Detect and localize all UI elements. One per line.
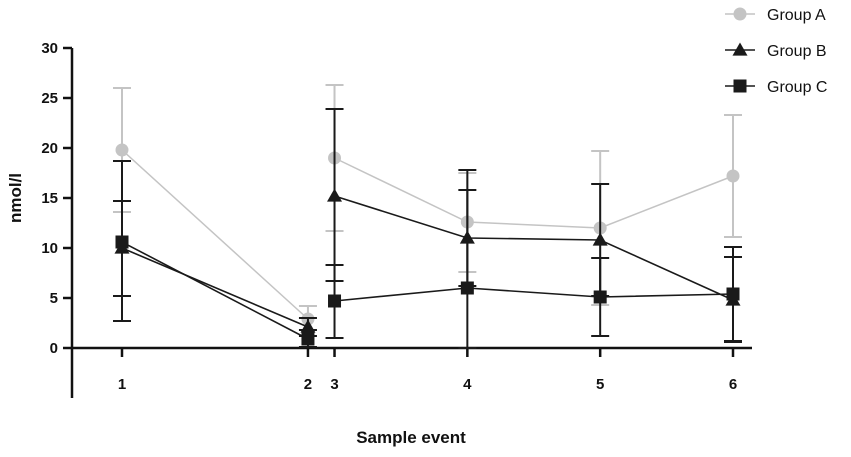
series-line bbox=[121, 247, 309, 328]
y-axis-title: nmol/l bbox=[6, 173, 25, 223]
data-point bbox=[301, 332, 315, 346]
series-line bbox=[121, 241, 309, 340]
y-tick-label: 15 bbox=[41, 190, 58, 207]
legend-item: Group C bbox=[725, 79, 827, 96]
x-axis-title: Sample event bbox=[356, 428, 466, 447]
data-point bbox=[115, 143, 129, 157]
data-point bbox=[726, 169, 740, 183]
series-group-b bbox=[113, 108, 742, 343]
data-point bbox=[592, 232, 608, 246]
data-point bbox=[328, 294, 342, 308]
x-tick-label: 1 bbox=[118, 376, 126, 393]
data-point bbox=[327, 188, 343, 202]
series-line bbox=[121, 149, 309, 320]
series-group-c bbox=[113, 160, 742, 349]
legend-item: Group B bbox=[725, 42, 827, 60]
y-tick-label: 5 bbox=[50, 290, 58, 307]
legend-item: Group A bbox=[725, 7, 826, 24]
legend-marker bbox=[732, 42, 748, 56]
legend-label: Group B bbox=[767, 43, 827, 60]
x-tick-label: 2 bbox=[304, 376, 312, 393]
data-point bbox=[726, 287, 740, 301]
legend: Group A Group B Group C bbox=[725, 7, 827, 96]
data-point bbox=[593, 290, 607, 304]
series-group-a bbox=[113, 84, 742, 331]
y-tick-label: 30 bbox=[41, 40, 58, 57]
x-tick-label: 6 bbox=[729, 376, 737, 393]
axes: 0 5 10 15 20 25 30 1 2 3 4 5 6 bbox=[41, 40, 752, 398]
x-tick-label: 4 bbox=[463, 376, 472, 393]
data-point bbox=[115, 235, 129, 249]
series-line bbox=[334, 287, 734, 302]
x-tick-label: 5 bbox=[596, 376, 604, 393]
legend-label: Group A bbox=[767, 7, 826, 24]
y-tick-label: 0 bbox=[50, 340, 58, 357]
legend-marker bbox=[733, 7, 747, 21]
y-tick-label: 20 bbox=[41, 140, 58, 157]
series-layer bbox=[113, 84, 742, 349]
x-tick-label: 3 bbox=[330, 376, 338, 393]
series-line bbox=[334, 195, 734, 301]
y-tick-label: 25 bbox=[41, 90, 58, 107]
y-tick-label: 10 bbox=[41, 240, 58, 257]
series-line bbox=[334, 157, 734, 229]
legend-label: Group C bbox=[767, 79, 827, 96]
legend-marker bbox=[733, 79, 747, 93]
data-point bbox=[460, 281, 474, 295]
